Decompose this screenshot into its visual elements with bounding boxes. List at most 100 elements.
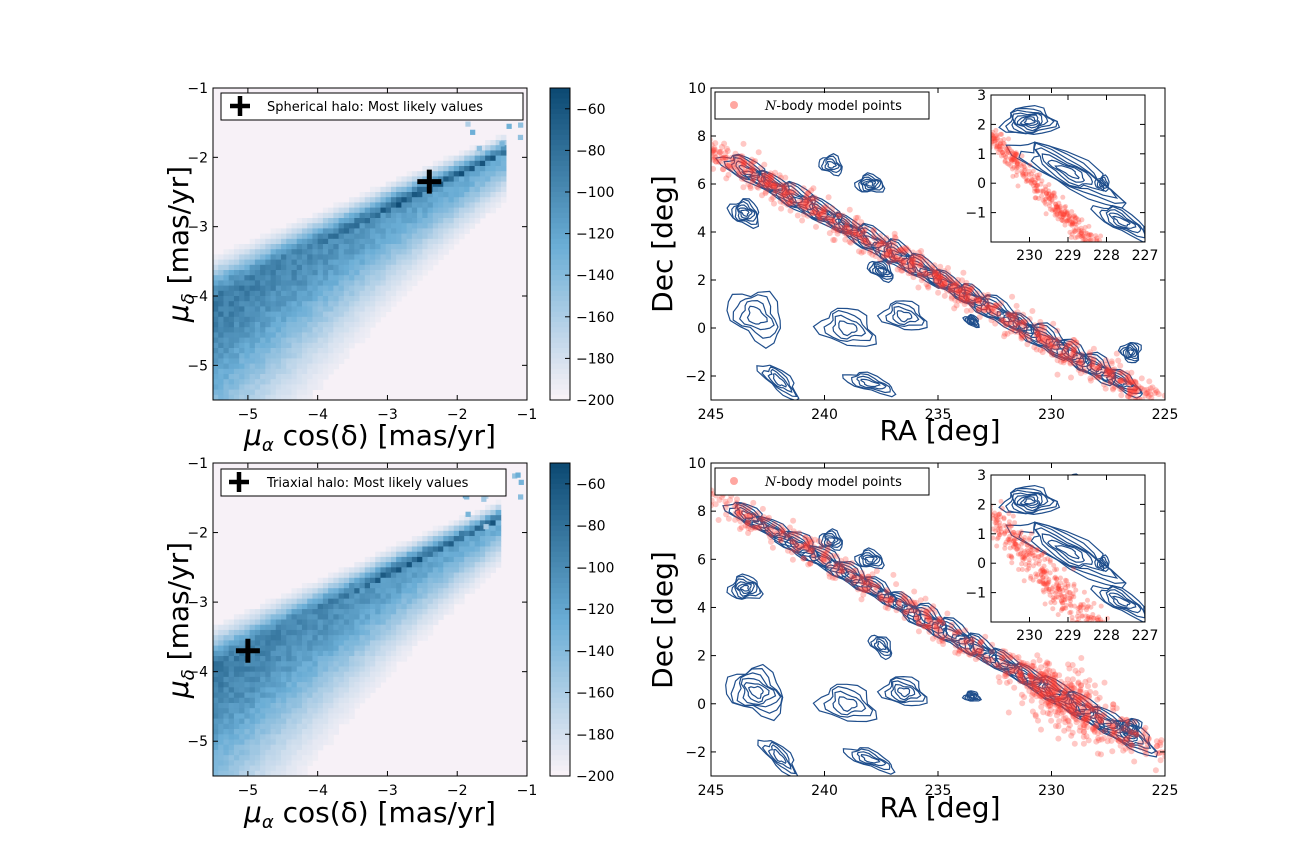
heatmap-cell — [343, 275, 350, 281]
heatmap-cell — [239, 713, 245, 720]
nbody-point — [1013, 155, 1019, 161]
heatmap-cell — [249, 650, 256, 657]
density-contour — [856, 751, 887, 767]
heatmap-cell — [270, 656, 277, 662]
heatmap-cell — [286, 337, 292, 344]
heatmap-cell — [301, 301, 308, 307]
heatmap-cell — [422, 562, 428, 568]
nbody-point — [886, 259, 893, 266]
heatmap-cell — [265, 624, 271, 631]
heatmap-cell — [275, 739, 282, 746]
heatmap-cell — [349, 296, 355, 302]
heatmap-cell — [333, 233, 339, 240]
heatmap-cell — [401, 233, 408, 240]
heatmap-cell — [244, 254, 251, 260]
nbody-point — [1019, 153, 1025, 159]
heatmap-cell — [223, 296, 230, 302]
nbody-point — [1079, 351, 1085, 358]
heatmap-cell — [469, 181, 476, 188]
heatmap-cell — [291, 682, 298, 688]
heatmap-cell — [228, 734, 235, 740]
heatmap-cell — [427, 233, 434, 240]
nbody-point — [1130, 378, 1137, 385]
heatmap-cell — [364, 666, 371, 673]
nbody-point — [1022, 167, 1028, 173]
heatmap-cell — [370, 582, 376, 589]
nbody-point — [1045, 334, 1052, 341]
nbody-point — [996, 303, 1003, 310]
density-contour — [908, 260, 934, 276]
heatmap-cell — [333, 593, 339, 600]
nbody-point — [1114, 378, 1121, 385]
nbody-point — [1058, 358, 1064, 365]
nbody-point — [768, 196, 775, 203]
nbody-point — [829, 218, 836, 225]
nbody-point — [941, 280, 948, 287]
nbody-point — [857, 233, 863, 240]
nbody-point — [1132, 378, 1139, 385]
heatmap-cell — [281, 296, 287, 302]
heatmap-cell — [275, 238, 282, 245]
heatmap-cell — [312, 327, 319, 333]
colorbar-segment — [550, 114, 570, 120]
nbody-point — [787, 200, 793, 207]
colorbar-segment — [550, 192, 570, 198]
nbody-point — [762, 182, 769, 189]
heatmap-cell — [349, 275, 355, 281]
heatmap-cell — [370, 254, 376, 260]
nbody-point — [1015, 183, 1021, 189]
heatmap-cell — [427, 582, 434, 589]
heatmap-cell — [286, 311, 292, 318]
colorbar-segment — [550, 588, 570, 594]
density-contour — [870, 238, 917, 275]
nbody-point — [754, 510, 761, 517]
heatmap-cell — [464, 171, 470, 177]
heatmap-cell — [254, 718, 261, 725]
heatmap-cell — [265, 739, 271, 746]
heatmap-cell — [380, 666, 387, 673]
heatmap-cell — [411, 264, 418, 271]
nbody-point — [803, 199, 810, 206]
heatmap-cell — [390, 228, 397, 234]
nbody-point — [1057, 350, 1064, 357]
colorbar-tick-label: −140 — [576, 644, 614, 660]
heatmap-cell — [401, 609, 408, 615]
heatmap-cell — [275, 749, 282, 756]
heatmap-cell — [485, 530, 491, 537]
colorbar-segment — [550, 661, 570, 667]
heatmap-cell — [270, 306, 277, 312]
heatmap-cell — [427, 244, 434, 250]
heatmap-cell — [349, 212, 355, 219]
heatmap-cell — [479, 212, 486, 219]
heatmap-cell — [244, 394, 251, 401]
heatmap-cell — [406, 567, 413, 573]
heatmap-cell — [281, 708, 287, 714]
heatmap-cell — [359, 228, 366, 234]
heatmap-cell — [343, 577, 350, 584]
heatmap-cell — [411, 244, 418, 250]
heatmap-cell — [322, 723, 329, 730]
nbody-point — [813, 223, 819, 230]
heatmap-cell — [401, 603, 408, 610]
colorbar-segment — [550, 238, 570, 245]
nbody-point — [916, 272, 923, 279]
heatmap-cell — [322, 624, 329, 631]
nbody-point — [890, 253, 897, 260]
nbody-point — [1132, 281, 1137, 286]
heatmap-cell — [385, 306, 392, 312]
nbody-point — [927, 271, 934, 278]
nbody-point — [1131, 281, 1136, 286]
heatmap-cell — [244, 708, 251, 714]
heatmap-cell — [417, 207, 423, 214]
heatmap-cell — [401, 186, 408, 193]
heatmap-cell — [443, 572, 449, 579]
nbody-point — [1067, 342, 1074, 349]
nbody-point — [933, 270, 940, 277]
heatmap-cell — [233, 755, 240, 761]
nbody-point — [871, 235, 878, 242]
heatmap-cell — [380, 223, 387, 229]
density-contour — [866, 260, 894, 284]
nbody-point — [1060, 359, 1067, 366]
heatmap-cell — [296, 389, 303, 396]
heatmap-cell — [469, 202, 476, 208]
